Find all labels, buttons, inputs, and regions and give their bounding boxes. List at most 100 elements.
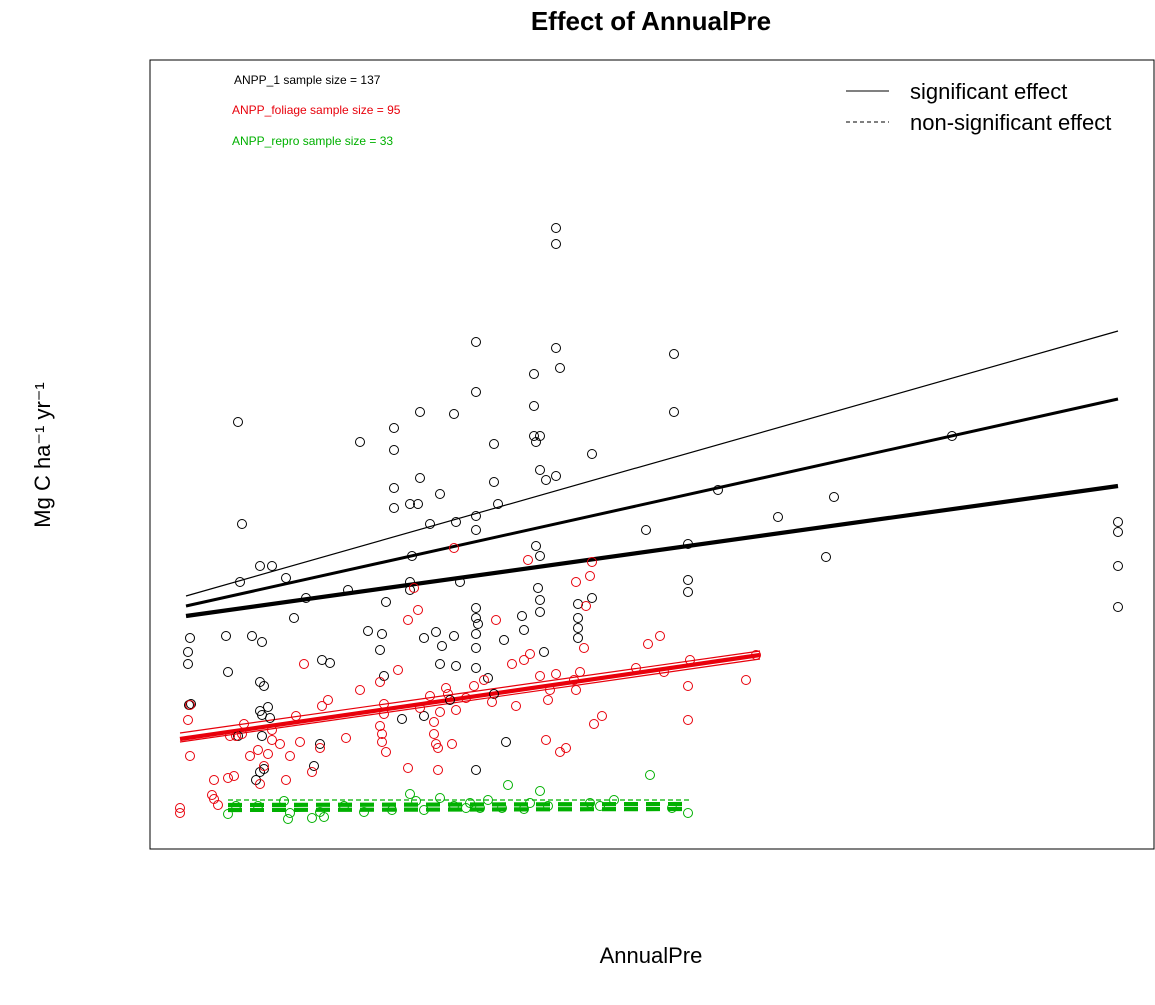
point-anpp-foliage-94 (571, 577, 581, 587)
point-anpp-1-28 (315, 739, 325, 749)
point-anpp-1-98 (587, 593, 597, 603)
point-anpp-repro-1 (231, 801, 241, 811)
point-anpp-foliage-64 (507, 659, 517, 669)
point-anpp-foliage-2 (185, 700, 195, 710)
point-anpp-1-76 (529, 401, 539, 411)
x-axis-label: AnnualPre (600, 943, 703, 968)
point-anpp-1-71 (493, 499, 503, 509)
point-anpp-1-69 (489, 439, 499, 449)
point-anpp-foliage-16 (253, 745, 263, 755)
y-axis-label: Mg C ha⁻¹ yr⁻¹ (30, 382, 55, 527)
point-anpp-1-75 (529, 369, 539, 379)
point-anpp-1-5 (233, 417, 243, 427)
point-anpp-1-13 (259, 681, 269, 691)
point-anpp-foliage-56 (447, 739, 457, 749)
point-anpp-1-99 (641, 525, 651, 535)
point-anpp-1-106 (773, 512, 783, 522)
point-anpp-1-89 (551, 223, 561, 233)
point-anpp-foliage-85 (631, 663, 641, 673)
point-anpp-1-59 (471, 387, 481, 397)
point-anpp-foliage-79 (579, 643, 589, 653)
point-anpp-repro-9 (339, 801, 349, 811)
point-anpp-1-39 (389, 503, 399, 513)
point-anpp-1-65 (471, 629, 481, 639)
point-anpp-repro-16 (449, 801, 459, 811)
point-anpp-foliage-33 (355, 685, 365, 695)
plot-frame (149, 59, 1155, 850)
point-anpp-1-118 (419, 711, 429, 721)
point-anpp-repro-21 (497, 803, 507, 813)
point-anpp-foliage-8 (213, 800, 223, 810)
point-anpp-foliage-24 (285, 751, 295, 761)
point-anpp-foliage-34 (375, 677, 385, 687)
point-anpp-1-37 (389, 445, 399, 455)
point-anpp-foliage-3 (183, 715, 193, 725)
point-anpp-1-96 (573, 633, 583, 643)
point-anpp-foliage-21 (267, 725, 277, 735)
point-anpp-foliage-49 (429, 729, 439, 739)
point-anpp-foliage-25 (291, 711, 301, 721)
point-anpp-1-32 (363, 626, 373, 636)
point-anpp-foliage-4 (185, 751, 195, 761)
point-anpp-1-47 (419, 633, 429, 643)
point-anpp-1-51 (435, 659, 445, 669)
point-anpp-foliage-89 (683, 681, 693, 691)
point-anpp-1-4 (186, 699, 196, 709)
point-anpp-1-101 (669, 407, 679, 417)
point-anpp-foliage-81 (585, 571, 595, 581)
point-anpp-foliage-75 (561, 743, 571, 753)
fit-line-anpp-1-0 (185, 330, 1119, 597)
point-anpp-foliage-15 (245, 751, 255, 761)
point-anpp-foliage-9 (223, 773, 233, 783)
point-anpp-1-107 (821, 552, 831, 562)
point-anpp-foliage-26 (295, 737, 305, 747)
point-anpp-foliage-38 (379, 699, 389, 709)
point-anpp-1-103 (683, 575, 693, 585)
point-anpp-foliage-27 (299, 659, 309, 669)
point-anpp-foliage-61 (479, 675, 489, 685)
point-anpp-foliage-11 (225, 731, 235, 741)
point-anpp-1-100 (669, 349, 679, 359)
point-anpp-foliage-62 (487, 697, 497, 707)
point-anpp-repro-0 (223, 809, 233, 819)
point-anpp-repro-19 (475, 803, 485, 813)
point-anpp-foliage-0 (175, 803, 185, 813)
point-anpp-1-108 (829, 492, 839, 502)
point-anpp-1-1 (183, 659, 193, 669)
point-anpp-foliage-44 (409, 583, 419, 593)
point-anpp-foliage-19 (263, 749, 273, 759)
point-anpp-1-90 (551, 239, 561, 249)
point-anpp-1-60 (471, 511, 481, 521)
point-anpp-1-109 (947, 431, 957, 441)
point-anpp-1-48 (425, 519, 435, 529)
point-anpp-foliage-48 (429, 717, 439, 727)
point-anpp-1-33 (377, 629, 387, 639)
point-anpp-1-17 (257, 731, 267, 741)
point-anpp-foliage-23 (281, 775, 291, 785)
point-anpp-foliage-69 (535, 671, 545, 681)
point-anpp-foliage-87 (655, 631, 665, 641)
point-anpp-1-34 (381, 597, 391, 607)
series-anpp-foliage (175, 543, 761, 818)
point-anpp-foliage-54 (441, 683, 451, 693)
point-anpp-1-49 (431, 627, 441, 637)
point-anpp-1-57 (451, 661, 461, 671)
point-anpp-foliage-30 (317, 701, 327, 711)
point-anpp-foliage-29 (315, 743, 325, 753)
point-anpp-repro-8 (319, 812, 329, 822)
point-anpp-1-54 (449, 409, 459, 419)
point-anpp-1-73 (501, 737, 511, 747)
point-anpp-foliage-40 (381, 747, 391, 757)
point-anpp-1-8 (221, 631, 231, 641)
point-anpp-1-44 (415, 407, 425, 417)
point-anpp-foliage-14 (237, 729, 247, 739)
point-anpp-foliage-93 (751, 650, 761, 660)
point-anpp-1-41 (407, 551, 417, 561)
point-anpp-1-84 (533, 583, 543, 593)
point-anpp-foliage-1 (175, 808, 185, 818)
point-anpp-1-10 (247, 631, 257, 641)
point-anpp-1-111 (1113, 527, 1123, 537)
point-anpp-repro-22 (503, 780, 513, 790)
point-anpp-foliage-52 (433, 765, 443, 775)
